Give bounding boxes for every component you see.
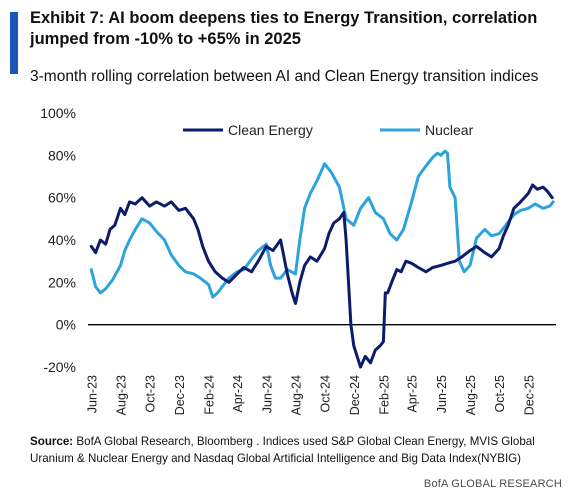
- legend-label-clean-energy: Clean Energy: [228, 122, 313, 138]
- series-line-clean-energy: [89, 183, 554, 369]
- x-tick-label: Oct-24: [319, 375, 333, 413]
- chart-title: Exhibit 7: AI boom deepens ties to Energ…: [30, 9, 538, 48]
- x-tick-label: Apr-25: [406, 375, 420, 413]
- legend-label-nuclear: Nuclear: [425, 122, 474, 138]
- y-tick-label: 40%: [48, 232, 76, 248]
- chart-subtitle: 3-month rolling correlation between AI a…: [30, 68, 539, 85]
- accent-bar: [10, 12, 18, 74]
- x-tick-label: Feb-25: [377, 375, 391, 415]
- y-tick-label: 0%: [56, 317, 76, 333]
- source-label: Source:: [30, 435, 74, 448]
- x-tick-label: Jun-23: [85, 375, 99, 413]
- x-tick-label: Feb-24: [202, 375, 216, 415]
- series-line-nuclear: [89, 149, 555, 299]
- x-tick-label: Aug-24: [289, 375, 303, 415]
- source-note: Source: BofA Global Research, Bloomberg …: [30, 433, 570, 467]
- y-tick-label: 20%: [48, 274, 76, 290]
- x-tick-label: Jun-24: [260, 375, 274, 413]
- x-tick-label: Jun-25: [435, 375, 449, 413]
- brand-footer: BofA GLOBAL RESEARCH: [423, 478, 562, 490]
- y-tick-label: 100%: [40, 105, 76, 121]
- line-chart: 100% 80% 60% 40% 20% 0% -20% Jun-23 Aug-23 Oct-23…: [40, 105, 556, 415]
- y-tick-label: -20%: [43, 359, 76, 375]
- x-tick-label: Aug-25: [464, 375, 478, 415]
- y-tick-label: 80%: [48, 147, 76, 163]
- x-tick-label: Oct-23: [144, 375, 158, 413]
- x-tick-label: Aug-23: [115, 375, 129, 415]
- source-text: BofA Global Research, Bloomberg . Indice…: [30, 435, 535, 465]
- x-tick-label: Oct-25: [493, 375, 507, 413]
- x-tick-label: Apr-24: [231, 375, 245, 413]
- x-tick-label: Dec-23: [173, 375, 187, 415]
- x-tick-label: Dec-25: [522, 375, 536, 415]
- y-tick-label: 60%: [48, 190, 76, 206]
- x-tick-label: Dec-24: [348, 375, 362, 415]
